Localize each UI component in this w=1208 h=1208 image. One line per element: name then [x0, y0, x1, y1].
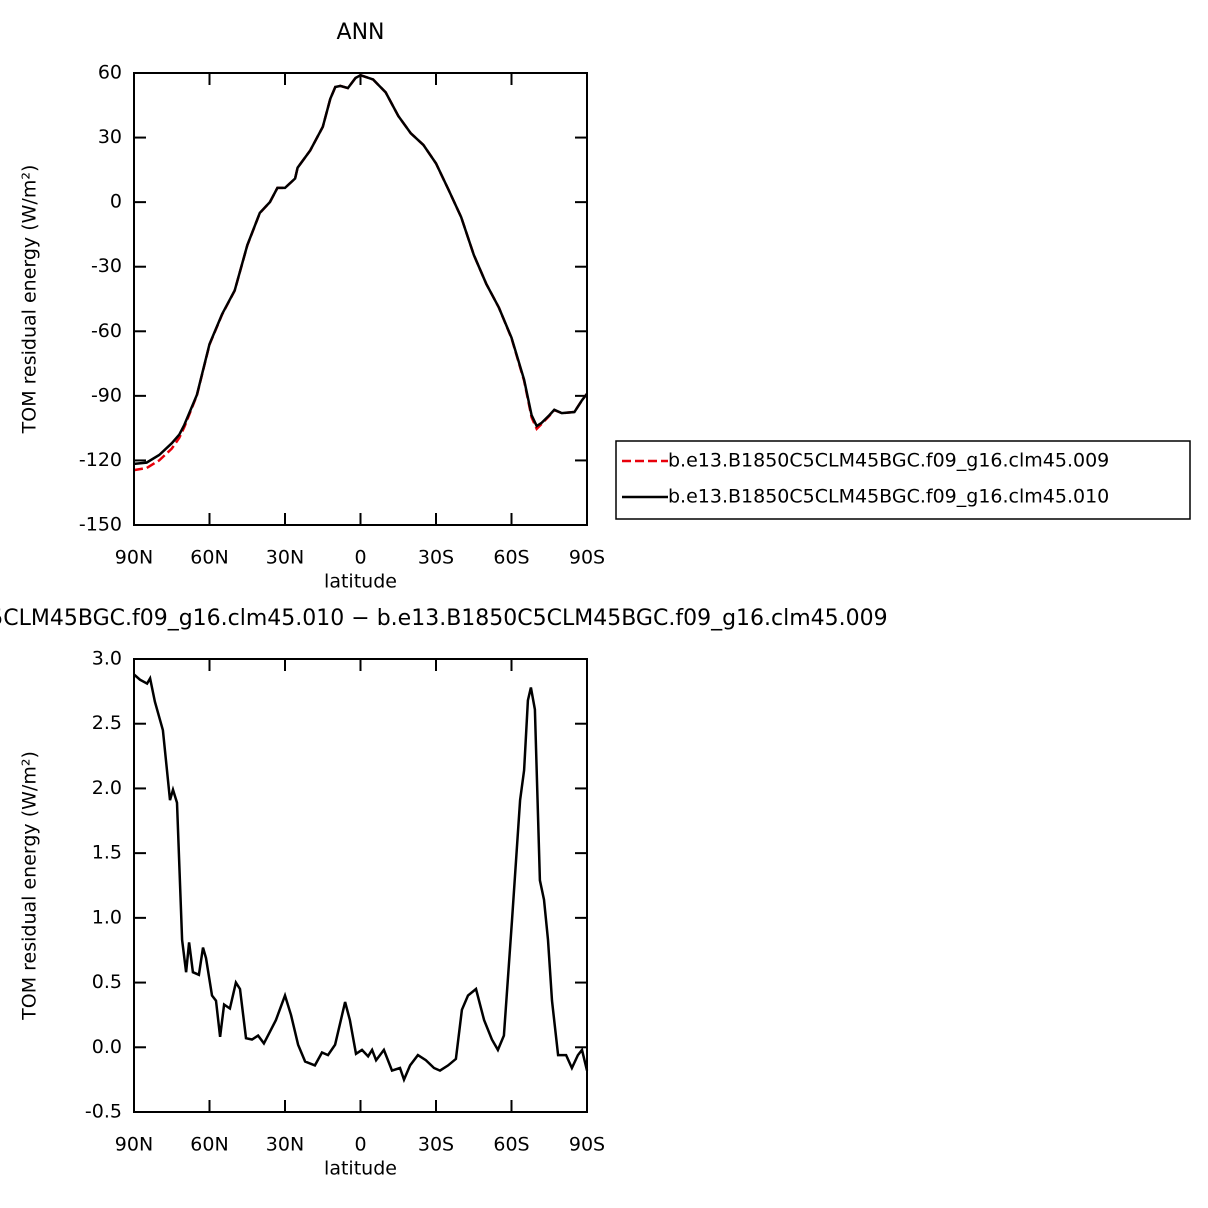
plot-frame [133, 658, 588, 1113]
y-tick-label: -150 [79, 514, 122, 536]
y-tick-label: -60 [91, 320, 122, 342]
x-tick-label: 0 [354, 1134, 366, 1156]
y-axis-label: TOM residual energy (W/m²) [19, 165, 41, 435]
y-tick-label: 1.5 [92, 842, 122, 864]
x-tick-label: 30S [418, 547, 454, 569]
data-line [133, 73, 588, 466]
y-tick-label: 0 [110, 191, 122, 213]
y-tick-label: 30 [98, 126, 122, 148]
x-tick-label: 90S [569, 547, 605, 569]
y-tick-label: 2.5 [92, 712, 122, 734]
x-tick-label: 90N [115, 547, 153, 569]
plot-frame [133, 72, 588, 526]
x-axis-label: latitude [324, 571, 397, 593]
x-tick-label: 90S [569, 1134, 605, 1156]
x-tick-label: 30N [266, 547, 304, 569]
x-tick-label: 30S [418, 1134, 454, 1156]
x-tick-label: 60N [190, 547, 228, 569]
y-tick-label: 3.0 [92, 648, 122, 670]
x-tick-label: 60S [493, 547, 529, 569]
y-tick-label: 1.0 [92, 906, 122, 928]
chart-title: ANN [337, 20, 385, 45]
x-axis-label: latitude [324, 1158, 397, 1180]
legend-label: b.e13.B1850C5CLM45BGC.f09_g16.clm45.010 [668, 486, 1109, 508]
data-line [133, 673, 589, 1084]
y-tick-label: -120 [79, 449, 122, 471]
data-line [133, 73, 588, 472]
y-tick-label: 0.5 [92, 971, 122, 993]
y-tick-label: 2.0 [92, 777, 122, 799]
y-tick-label: -90 [91, 384, 122, 406]
y-tick-label: 60 [98, 62, 122, 84]
y-tick-label: -0.5 [85, 1101, 122, 1123]
x-tick-label: 90N [115, 1134, 153, 1156]
legend-label: b.e13.B1850C5CLM45BGC.f09_g16.clm45.009 [668, 450, 1109, 472]
x-tick-label: 0 [354, 547, 366, 569]
x-tick-label: 30N [266, 1134, 304, 1156]
x-tick-label: 60S [493, 1134, 529, 1156]
y-axis-label: TOM residual energy (W/m²) [19, 751, 41, 1021]
y-tick-label: 0.0 [92, 1036, 122, 1058]
y-tick-label: -30 [91, 255, 122, 277]
chart-title: b.e13.B1850C5CLM45BGC.f09_g16.clm45.010 … [0, 606, 888, 631]
legend-box [615, 440, 1191, 520]
x-tick-label: 60N [190, 1134, 228, 1156]
